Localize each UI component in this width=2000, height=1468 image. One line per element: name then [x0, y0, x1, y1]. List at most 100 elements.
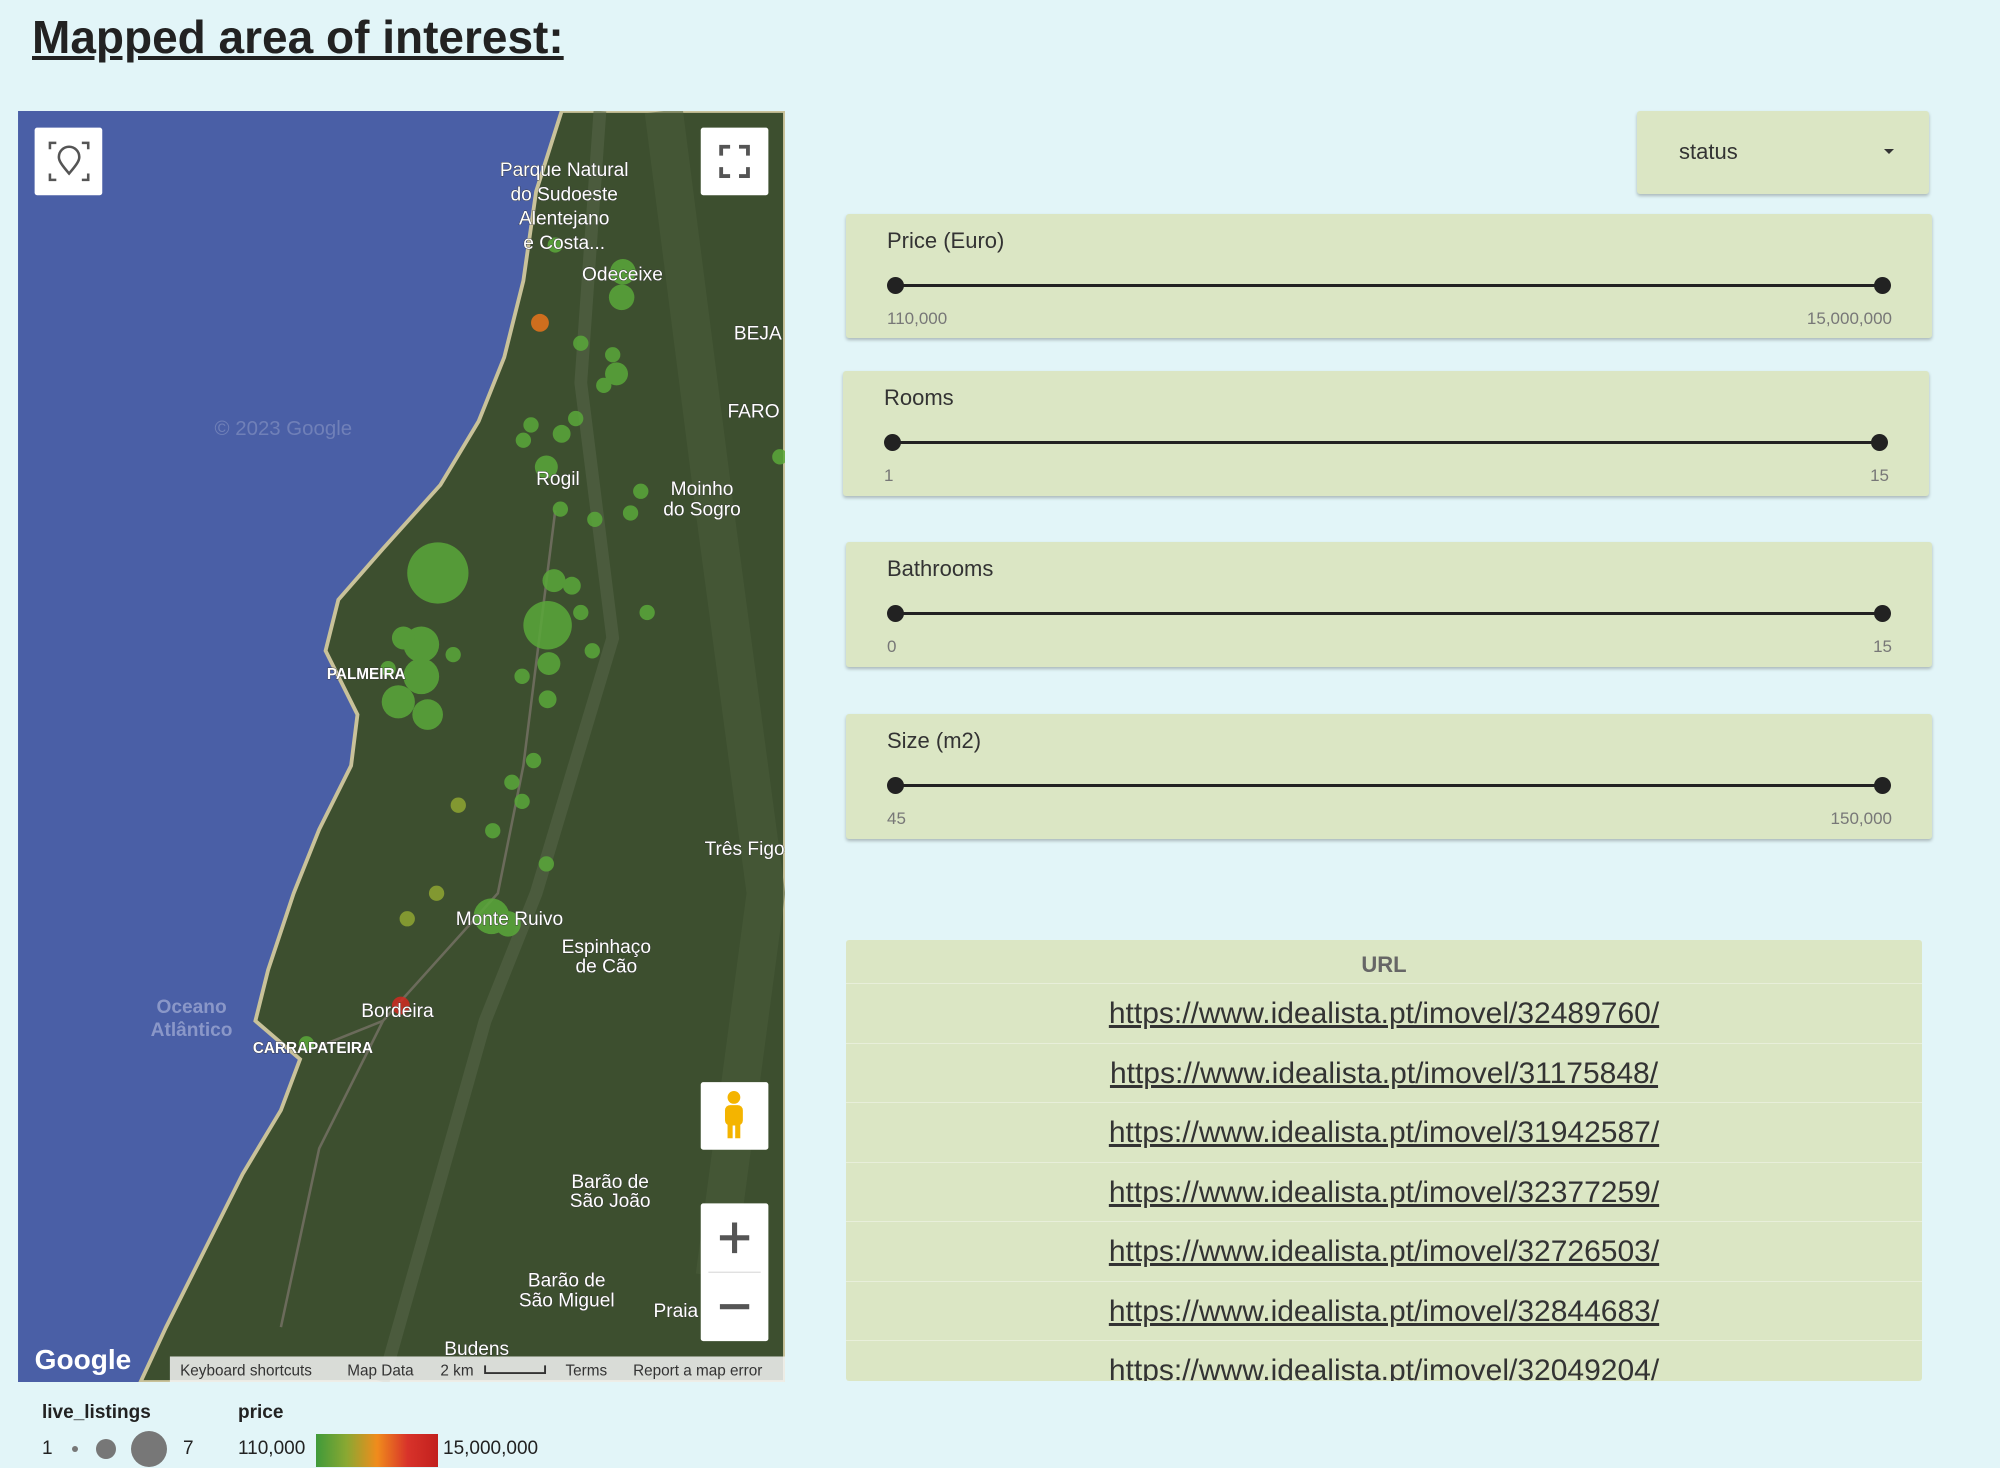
place-label: Monte Ruivo	[456, 909, 563, 930]
place-label: FARO	[728, 401, 780, 422]
table-row: https://www.idealista.pt/imovel/32489760…	[846, 983, 1922, 1043]
scale-bar	[484, 1365, 547, 1375]
attribution-link[interactable]: Map Data	[347, 1363, 414, 1380]
filter-card: Size (m2) 45 150,000	[846, 714, 1932, 839]
fullscreen-button[interactable]	[700, 127, 769, 196]
place-label: do Sudoeste	[511, 184, 618, 205]
url-link[interactable]: https://www.idealista.pt/imovel/32844683…	[1108, 1294, 1660, 1328]
place-label: Alentejano	[519, 209, 609, 230]
legend-label: 110,000	[238, 1438, 306, 1459]
place-label: Bordeira	[361, 1001, 434, 1022]
slider-max-label: 15	[1870, 466, 1889, 485]
place-label: São Miguel	[519, 1291, 615, 1312]
color-scale	[316, 1434, 438, 1467]
slider-min-thumb[interactable]	[887, 777, 904, 794]
size-legend	[72, 1431, 167, 1467]
place-label: PALMEIRA	[327, 666, 406, 683]
place-label: Moinho	[671, 479, 734, 500]
table-row: https://www.idealista.pt/imovel/31175848…	[846, 1042, 1922, 1103]
listing-markers[interactable]	[298, 237, 785, 1052]
slider-track[interactable]	[895, 784, 1883, 787]
attribution-link[interactable]: Terms	[565, 1363, 607, 1380]
slider-min-thumb[interactable]	[887, 277, 904, 294]
place-label: Rogil	[536, 469, 580, 490]
slider-min-label: 0	[887, 637, 897, 656]
map[interactable]: Parque Natural do Sudoeste Alentejano e …	[18, 111, 785, 1382]
legend-title: price	[238, 1402, 284, 1423]
google-logo: Google	[35, 1344, 132, 1375]
locate-icon	[48, 141, 90, 182]
url-link[interactable]: https://www.idealista.pt/imovel/32726503…	[1108, 1235, 1660, 1268]
table-row: https://www.idealista.pt/imovel/32377259…	[846, 1161, 1922, 1222]
place-label: Oceano	[157, 997, 227, 1018]
place-label: CARRAPATEIRA	[253, 1040, 373, 1057]
url-link[interactable]: https://www.idealista.pt/imovel/31942587…	[1108, 1116, 1660, 1149]
place-label: Atlântico	[151, 1020, 233, 1041]
filter-card: Rooms 1 15	[843, 371, 1929, 496]
slider-min-thumb[interactable]	[884, 434, 901, 451]
locate-button[interactable]	[34, 127, 103, 196]
slider-max-label: 15,000,000	[1806, 309, 1892, 328]
dropdown-label: status	[1679, 139, 1738, 164]
place-label: Parque Natural	[500, 160, 629, 181]
table-row: https://www.idealista.pt/imovel/32049204…	[846, 1340, 1922, 1381]
legend-label: 1	[42, 1438, 53, 1459]
place-label: Três Figos	[705, 839, 785, 860]
slider-max-label: 15	[1873, 637, 1892, 656]
dropdown-arrow	[1884, 149, 1894, 154]
attribution-link[interactable]: Keyboard shortcuts	[180, 1363, 312, 1380]
road	[279, 510, 557, 1328]
place-label: Praia	[654, 1301, 699, 1322]
table-row: https://www.idealista.pt/imovel/32726503…	[846, 1221, 1922, 1281]
place-label: e Costa...	[523, 233, 605, 254]
fullscreen-icon	[719, 144, 750, 178]
filter-label: Price (Euro)	[887, 228, 1005, 253]
watermark: © 2023 Google	[215, 418, 353, 440]
url-link[interactable]: https://www.idealista.pt/imovel/31175848…	[1109, 1056, 1659, 1090]
place-label: do Sogro	[663, 500, 741, 521]
place-label: São João	[570, 1191, 651, 1212]
attribution: Keyboard shortcuts Map Data 2 km Terms R…	[180, 1363, 762, 1380]
url-table: URL https://www.idealista.pt/imovel/3248…	[846, 940, 1922, 1381]
slider-max-thumb[interactable]	[1874, 777, 1891, 794]
legend-title: live_listings	[42, 1402, 151, 1423]
map-labels: Parque Natural do Sudoeste Alentejano e …	[151, 160, 785, 1361]
slider-track[interactable]	[895, 612, 1883, 615]
slider-track[interactable]	[892, 441, 1880, 444]
slider-min-thumb[interactable]	[887, 605, 904, 622]
place-label: Barão de	[528, 1270, 606, 1291]
table-header: URL	[1361, 952, 1407, 977]
table-row: https://www.idealista.pt/imovel/32844683…	[846, 1280, 1922, 1341]
slider-max-thumb[interactable]	[1874, 605, 1891, 622]
land	[138, 111, 785, 1382]
zoom-icons	[719, 1222, 750, 1310]
legend-label: 15,000,000	[443, 1438, 539, 1459]
legend-label: 7	[183, 1438, 194, 1459]
slider-min-label: 110,000	[887, 309, 948, 328]
table-row: https://www.idealista.pt/imovel/31942587…	[846, 1102, 1922, 1162]
url-link[interactable]: https://www.idealista.pt/imovel/32377259…	[1108, 1175, 1660, 1209]
place-label: Barão de	[571, 1172, 649, 1193]
filter-label: Rooms	[884, 385, 954, 410]
filter-card: Price (Euro) 110,000 15,000,000	[846, 214, 1932, 338]
place-label: Budens	[444, 1339, 509, 1360]
scale-label: 2 km	[440, 1363, 473, 1380]
place-label: BEJA	[734, 323, 782, 344]
url-link[interactable]: https://www.idealista.pt/imovel/32489760…	[1108, 997, 1660, 1030]
status-dropdown[interactable]: status	[1637, 111, 1929, 194]
filter-card: Bathrooms 0 15	[846, 542, 1932, 667]
slider-min-label: 1	[884, 466, 894, 485]
url-link[interactable]: https://www.idealista.pt/imovel/32049204…	[1108, 1354, 1660, 1381]
attribution-link[interactable]: Report a map error	[633, 1363, 762, 1380]
slider-track[interactable]	[895, 284, 1883, 287]
attribution-bar	[169, 1356, 785, 1382]
filter-label: Bathrooms	[887, 556, 994, 581]
filter-label: Size (m2)	[887, 728, 982, 753]
place-label: Espinhaço	[562, 937, 651, 958]
slider-max-thumb[interactable]	[1874, 277, 1891, 294]
slider-min-label: 45	[887, 809, 906, 828]
place-label: de Cão	[575, 956, 637, 977]
slider-max-thumb[interactable]	[1871, 434, 1888, 451]
place-label: Odeceixe	[582, 265, 663, 286]
